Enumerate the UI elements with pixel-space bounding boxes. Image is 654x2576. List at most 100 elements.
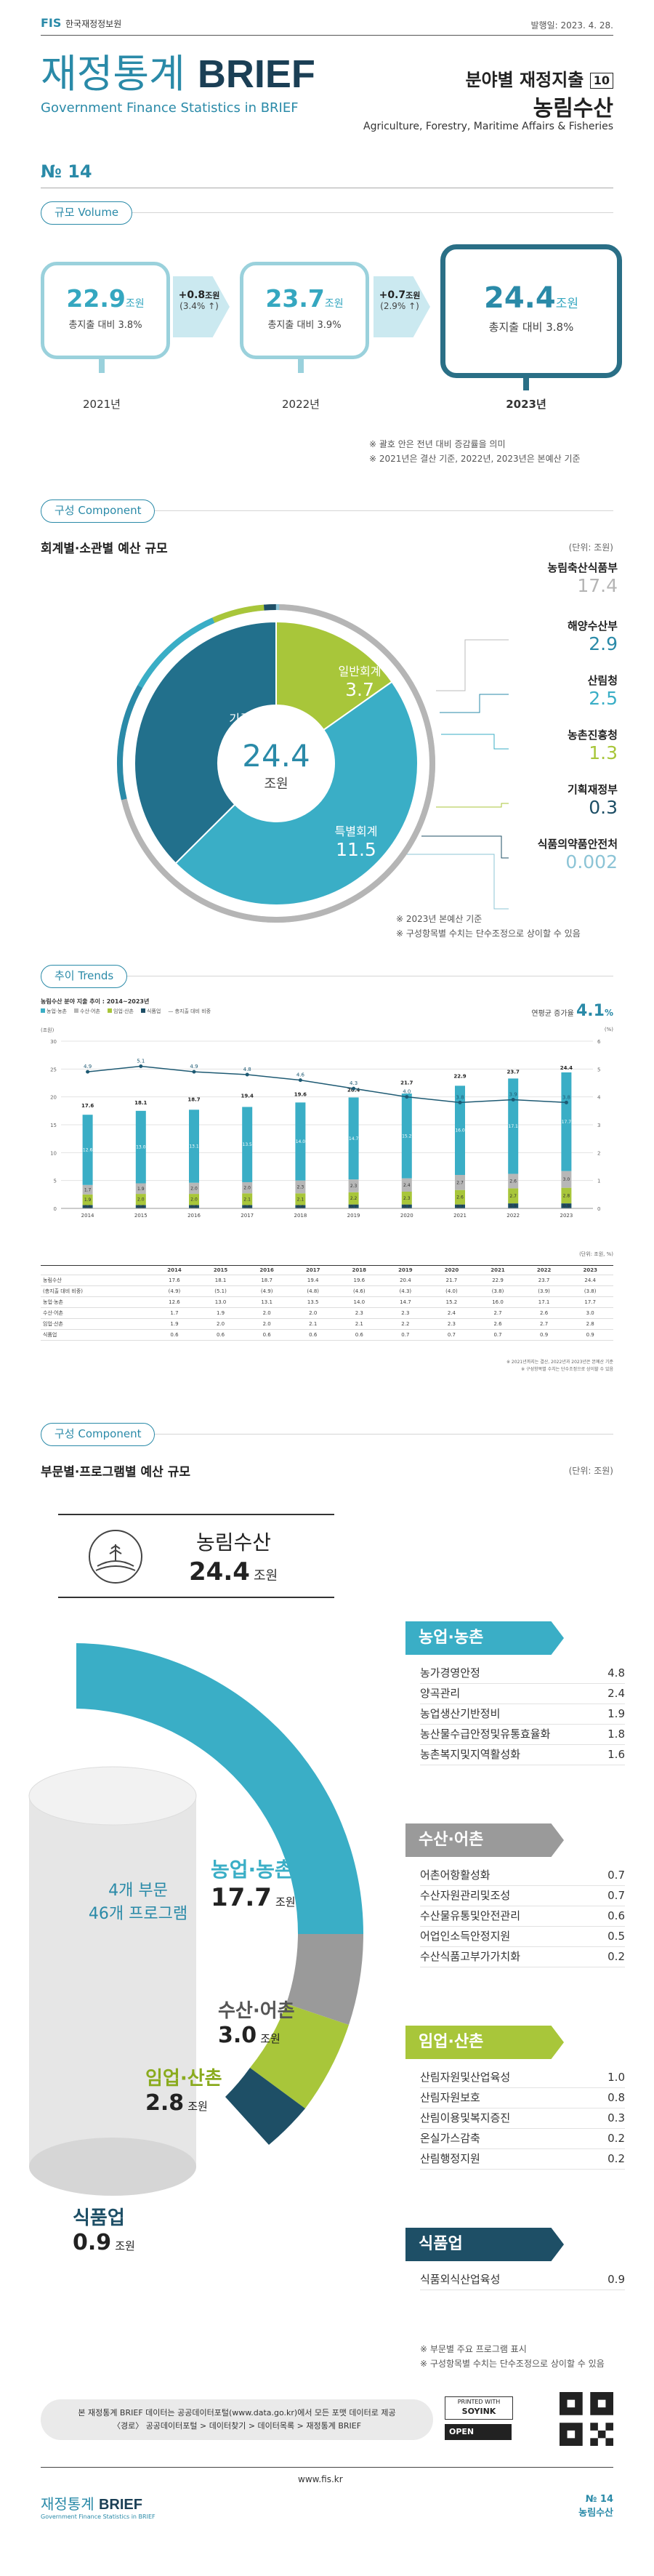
program-item: 농가경영안정 4.8: [420, 1664, 625, 1684]
bar-label: 2.7: [456, 1180, 464, 1185]
y-tick-label: 10: [50, 1150, 57, 1156]
bar-2-6: [401, 1192, 412, 1205]
sector-agri-label: 농업·농촌 17.7 조원: [211, 1858, 296, 1912]
y-right-unit: (%): [604, 1027, 613, 1032]
x-tick-label: 2020: [400, 1213, 413, 1219]
bar-2-7: [455, 1189, 465, 1205]
trend-chart: 0 5 10 15 20 25 30 0 1 2 3 4 5 6 0.6 1.9 1.7 12.6 17.6 2014…: [50, 1039, 601, 1219]
label-fund: 기금 9.1: [225, 712, 254, 747]
share-label: 5.1: [137, 1059, 145, 1064]
cat-food: 식품업: [405, 2228, 564, 2261]
table-cell: (4.8): [289, 1285, 336, 1297]
bar-3-3: [242, 1205, 253, 1208]
bar-2-0: [82, 1194, 93, 1205]
program-name: 식품외식산업육성: [420, 2273, 501, 2286]
share-point: [298, 1078, 302, 1083]
bar-label: 0.6: [190, 1205, 198, 1210]
footer-url[interactable]: www.fis.kr: [298, 2474, 343, 2484]
bar-2-2: [189, 1194, 199, 1205]
ministry-arc-1: [117, 685, 143, 801]
program-item: 농촌복지및지역활성화 1.6: [420, 1745, 625, 1765]
program-list-agri: 농가경영안정 4.8 양곡관리 2.4 농업생산기반정비 1.9 농산물수급안정및유통효율화…: [420, 1664, 625, 1765]
ministry-1: 농림축산식품부 17.4: [547, 561, 618, 596]
label-general: 일반회계 3.7: [338, 665, 382, 700]
bar-label: 2.0: [190, 1197, 198, 1203]
bar-0-9: [561, 1072, 572, 1171]
program-value: 0.7: [607, 1869, 625, 1882]
ring-agri: [76, 1643, 363, 1934]
sector-fish-label: 수산·어촌 3.0 조원: [218, 2000, 295, 2048]
bar-0-8: [508, 1078, 519, 1174]
table-cell: 0.9: [520, 1329, 568, 1341]
sector-cylinder-chart: [28, 1643, 363, 2196]
bar-0-6: [401, 1094, 412, 1179]
program-value: 2.4: [607, 1687, 625, 1700]
table-header: 2018: [336, 1265, 383, 1275]
programs-unit: (단위: 조원): [568, 1466, 613, 1476]
total-label: 17.6: [81, 1103, 94, 1109]
ring-food: [225, 2068, 305, 2145]
program-value: 1.6: [607, 1748, 625, 1761]
bar-3-0: [82, 1205, 93, 1208]
program-name: 수산자원관리및조성: [420, 1889, 511, 1902]
table-cell: 2.1: [289, 1318, 336, 1330]
table-cell: 0.6: [336, 1329, 383, 1341]
table-cell: 19.4: [289, 1275, 336, 1286]
org-name: 한국재정정보원: [65, 19, 122, 29]
bar-1-6: [401, 1178, 412, 1192]
volume-note-2: ※ 2021년은 결산 기준, 2022년, 2023년은 본예산 기준: [369, 454, 581, 464]
ministry-3: 산림청 2.5: [587, 674, 618, 709]
fis-logo: FIS 한국재정정보원: [41, 16, 122, 30]
y-tick-label: 25: [50, 1067, 57, 1072]
program-name: 수산식품고부가가치화: [420, 1950, 521, 1963]
program-value: 1.0: [607, 2071, 625, 2084]
bar-label: 2.1: [243, 1197, 251, 1202]
change-2022: +0.8조원 (3.4% ↑): [178, 289, 220, 311]
table-cell: 23.7: [520, 1275, 568, 1286]
total-label: 23.7: [507, 1069, 520, 1075]
table-cell: 13.0: [197, 1296, 244, 1308]
donut-total: 24.4 조원: [242, 738, 310, 792]
ministry-arc-4: [263, 604, 276, 611]
table-cell: 19.6: [336, 1275, 383, 1286]
open-license-logo: OPEN: [445, 2424, 512, 2440]
bar-3-2: [189, 1205, 199, 1208]
sector-forest-label: 임업·산촌 2.8 조원: [145, 2068, 222, 2116]
table-cell: 17.1: [520, 1296, 568, 1308]
table-note-1: ※ 2021년까지는 결산, 2022년과 2023년은 본예산 기준: [506, 1360, 613, 1365]
bar-label: 17.1: [509, 1124, 519, 1129]
bar-label: 12.6: [83, 1148, 93, 1153]
programs-note-2: ※ 구성항목별 수치는 단수조정으로 상이할 수 있음: [420, 2359, 605, 2369]
program-item: 산림행정지원 0.2: [420, 2149, 625, 2170]
table-cell: 1.9: [151, 1318, 198, 1330]
table-cell: 수산·어촌: [41, 1307, 152, 1319]
share-point: [139, 1064, 143, 1068]
bar-3-8: [508, 1203, 519, 1208]
title-subtitle: Government Finance Statistics in BRIEF: [41, 100, 299, 116]
title-en: BRIEF: [197, 52, 315, 96]
bar-label: 0.9: [563, 1204, 570, 1209]
center-label: 4개 부문 46개 프로그램: [88, 1882, 188, 1923]
bar-label: 15.2: [402, 1133, 412, 1139]
leader-3: [441, 734, 509, 750]
bar-label: 1.9: [137, 1187, 145, 1192]
ministry-4: 농촌진흥청 1.3: [567, 729, 618, 763]
bar-label: 2.4: [403, 1183, 411, 1188]
table-cell: 17.7: [567, 1296, 613, 1308]
section-pill-programs: 구성 Component: [41, 1423, 156, 1446]
component-note-1: ※ 2023년 본예산 기준: [396, 914, 483, 924]
table-cell: 14.0: [336, 1296, 383, 1308]
ring-forest: [250, 2004, 349, 2108]
table-note-2: ※ 구성항목별 수치는 단수조정으로 상이할 수 있음: [521, 1367, 613, 1372]
y-tick-label: 5: [54, 1179, 57, 1184]
bar-1-2: [189, 1182, 199, 1195]
bar-label: 2.6: [456, 1195, 464, 1200]
table-cell: 2.3: [428, 1318, 475, 1330]
bar-1-4: [295, 1180, 306, 1194]
table-cell: 20.4: [382, 1275, 429, 1286]
bar-label: 2.0: [137, 1197, 145, 1203]
component-title: 회계별·소관별 예산 규모: [41, 542, 168, 556]
table-cell: 2.0: [243, 1307, 290, 1319]
volume-box-2021: 22.9조원 총지출 대비 3.8%: [41, 262, 170, 359]
bar-2-9: [561, 1187, 572, 1204]
